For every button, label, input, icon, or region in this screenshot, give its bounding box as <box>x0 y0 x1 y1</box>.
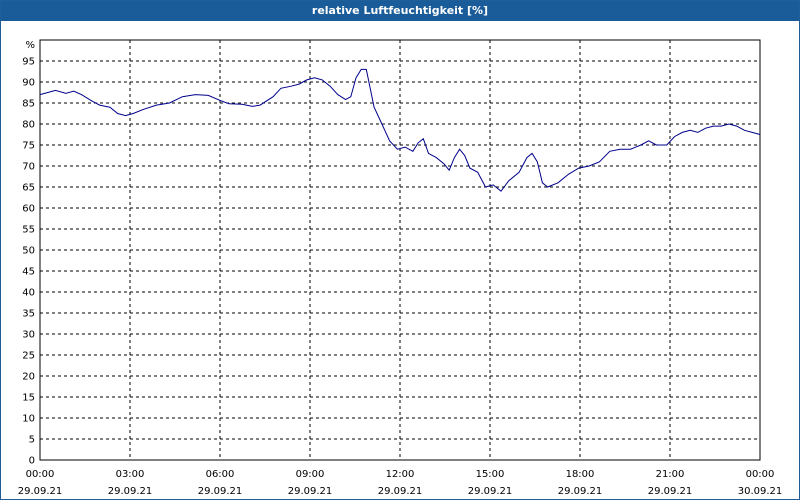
y-tick-label: 45 <box>22 267 35 278</box>
y-tick-label: 5 <box>29 435 35 446</box>
y-tick-label: 65 <box>22 183 35 194</box>
y-tick-label: 0 <box>29 456 35 467</box>
y-tick-label: 40 <box>22 288 35 299</box>
y-tick-label: 80 <box>22 120 35 131</box>
y-tick-label: 20 <box>22 372 35 383</box>
x-tick-date-label: 29.09.21 <box>108 486 153 497</box>
x-tick-time-label: 09:00 <box>296 469 325 480</box>
x-tick-date-label: 29.09.21 <box>558 486 603 497</box>
y-axis-ticks: 0 5 10 15 20 25 30 35 40 45 50 55 60 65 70 75 80 85 90 95 <box>22 57 35 467</box>
y-tick-label: 60 <box>22 204 35 215</box>
grid-lines <box>40 40 760 460</box>
x-tick-date-label: 29.09.21 <box>468 486 513 497</box>
y-tick-label: 55 <box>22 225 35 236</box>
x-tick-time-label: 00:00 <box>746 469 775 480</box>
y-tick-label: 10 <box>22 414 35 425</box>
x-tick-time-label: 15:00 <box>476 469 505 480</box>
humidity-series-line <box>39 68 761 192</box>
y-axis-label: % <box>25 40 35 51</box>
x-tick-time-label: 18:00 <box>566 469 595 480</box>
x-tick-date-label: 30.09.21 <box>738 486 783 497</box>
y-tick-label: 30 <box>22 330 35 341</box>
y-tick-label: 25 <box>22 351 35 362</box>
x-tick-date-label: 29.09.21 <box>648 486 693 497</box>
x-tick-date-label: 29.09.21 <box>18 486 63 497</box>
x-tick-date-label: 29.09.21 <box>288 486 333 497</box>
x-tick-date-label: 29.09.21 <box>198 486 243 497</box>
y-tick-label: 15 <box>22 393 35 404</box>
x-tick-time-label: 21:00 <box>656 469 685 480</box>
x-tick-time-label: 06:00 <box>206 469 235 480</box>
y-tick-label: 35 <box>22 309 35 320</box>
y-tick-label: 90 <box>22 78 35 89</box>
y-tick-label: 70 <box>22 162 35 173</box>
y-tick-label: 85 <box>22 99 35 110</box>
y-tick-label: 75 <box>22 141 35 152</box>
y-tick-label: 95 <box>22 57 35 68</box>
x-tick-time-label: 03:00 <box>116 469 145 480</box>
series-group <box>39 68 761 192</box>
x-tick-time-label: 00:00 <box>26 469 55 480</box>
chart-title: relative Luftfeuchtigkeit [%] <box>1 1 799 21</box>
x-tick-time-label: 12:00 <box>386 469 415 480</box>
x-axis-ticks: 00:00 29.09.21 03:00 29.09.21 06:00 29.09.21 0… <box>18 469 783 497</box>
x-tick-date-label: 29.09.21 <box>378 486 423 497</box>
y-tick-label: 50 <box>22 246 35 257</box>
plot-area-border <box>39 39 761 461</box>
